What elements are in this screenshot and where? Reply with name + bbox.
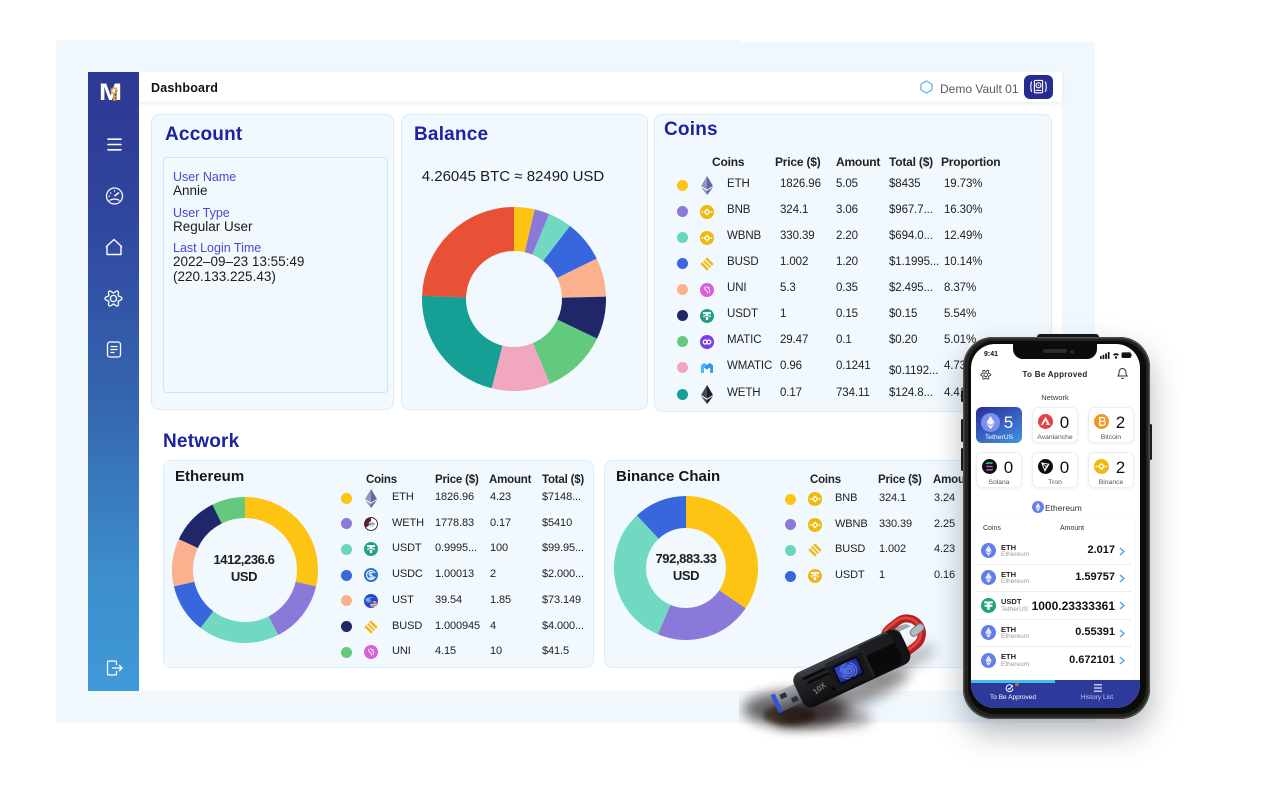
svg-text:WETH: WETH — [368, 524, 375, 526]
